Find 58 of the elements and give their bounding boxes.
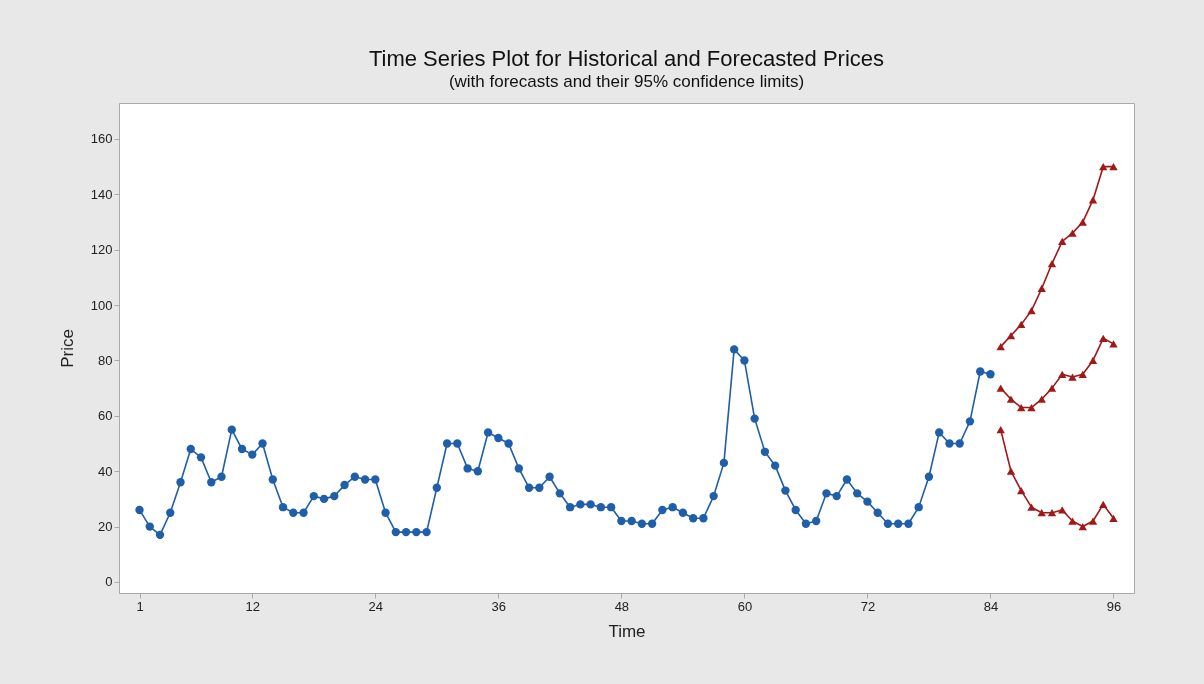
point <box>1017 403 1026 412</box>
x-axis-title: Time <box>608 621 646 641</box>
point <box>1058 237 1067 246</box>
x-tick-label: 12 <box>245 598 261 614</box>
chart-title: Time Series Plot for Historical and Forecasted Prices <box>368 46 885 71</box>
y-tick-label: 40 <box>98 463 113 479</box>
point <box>1006 331 1016 340</box>
point <box>1017 486 1026 495</box>
y-tick-label: 140 <box>90 186 113 202</box>
x-tick-label: 60 <box>737 598 753 614</box>
point <box>1078 370 1087 378</box>
point <box>1047 509 1057 517</box>
point <box>1058 370 1067 378</box>
y-tick-label: 100 <box>90 297 113 313</box>
point <box>1006 467 1016 475</box>
point <box>1109 340 1118 348</box>
y-tick-label: 160 <box>90 131 113 147</box>
point <box>996 342 1005 351</box>
point <box>1006 395 1016 403</box>
y-tick-label: 80 <box>98 352 113 368</box>
point <box>1109 514 1118 522</box>
point <box>1099 163 1108 171</box>
x-tick-label: 72 <box>860 598 876 614</box>
x-tick-label: 1 <box>136 598 144 614</box>
point <box>1058 506 1067 514</box>
point <box>1037 509 1046 517</box>
y-tick-label: 0 <box>105 574 113 590</box>
point <box>1037 395 1046 403</box>
point <box>1078 522 1087 531</box>
x-tick-label: 84 <box>983 598 999 614</box>
point <box>1109 163 1118 171</box>
point <box>1068 373 1077 381</box>
x-tick-label: 48 <box>614 598 630 614</box>
point <box>1078 218 1087 226</box>
point <box>1027 503 1036 511</box>
point <box>1047 259 1057 268</box>
y-axis-title: Price <box>57 329 77 368</box>
point <box>1027 307 1036 315</box>
point <box>1037 284 1046 293</box>
x-tick-label: 24 <box>368 598 384 614</box>
point <box>1088 196 1098 204</box>
point <box>1068 517 1077 525</box>
point <box>1027 403 1036 412</box>
x-tick-label: 96 <box>1106 598 1122 614</box>
point <box>996 384 1005 392</box>
y-tick-label: 20 <box>98 519 113 535</box>
point <box>1099 500 1108 509</box>
point <box>1047 384 1057 392</box>
point <box>996 426 1005 434</box>
point <box>1099 334 1108 342</box>
chart-subtitle: (with forecasts and their 95% confidence limits) <box>448 72 805 91</box>
point <box>1068 229 1077 237</box>
point <box>1017 320 1026 329</box>
x-tick-label: 36 <box>491 598 507 614</box>
point <box>1088 356 1098 365</box>
y-tick-label: 60 <box>98 408 113 424</box>
y-tick-label: 120 <box>90 242 113 258</box>
point <box>1088 517 1098 525</box>
